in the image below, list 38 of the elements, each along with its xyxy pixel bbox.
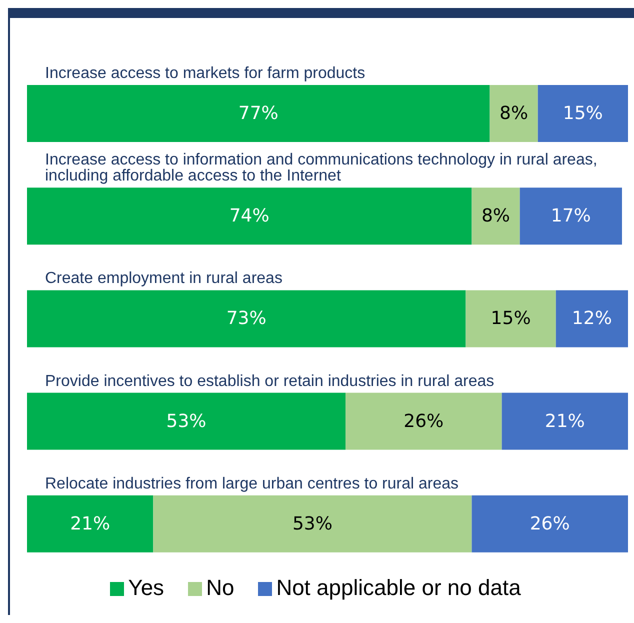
bar: [27, 188, 472, 245]
data-label: 73%: [226, 308, 266, 330]
data-label: 21%: [70, 513, 110, 534]
bar: [153, 495, 472, 552]
data-label: 15%: [490, 308, 531, 330]
data-label: 21%: [544, 410, 585, 432]
data-label: 53%: [166, 410, 206, 432]
bar: [538, 85, 628, 142]
y-tick-label: Provide incentives to establish or retain industries in rural areas: [45, 372, 494, 390]
y-tick-label: Create employment in rural areas: [45, 270, 282, 288]
legend-label: No: [206, 575, 234, 600]
bar: [490, 85, 538, 142]
legend-label: Not applicable or no data: [276, 575, 521, 600]
y-tick-label: Increase access to markets for farm products: [45, 65, 366, 82]
data-label: 77%: [238, 103, 278, 124]
data-label: 26%: [530, 513, 570, 534]
y-tick-label: Increase access to information and communications technology in rural areas, including affordable access to the Internet: [45, 152, 598, 185]
data-label: 74%: [229, 206, 270, 227]
legend-label: Yes: [128, 575, 164, 600]
bar: [472, 188, 520, 245]
bar: [556, 290, 628, 348]
bar: [502, 392, 628, 450]
bar: [27, 495, 154, 552]
data-label: 15%: [562, 103, 603, 124]
data-label: 17%: [550, 206, 591, 227]
bar: [520, 188, 622, 245]
data-label: 12%: [572, 308, 612, 330]
data-label: 8%: [500, 103, 528, 124]
bar: [466, 290, 556, 348]
bar: [27, 392, 346, 450]
data-label: 53%: [292, 513, 332, 534]
data-label: 26%: [404, 410, 444, 432]
bar: [27, 85, 490, 142]
y-tick-label: Relocate industries from large urban centres to rural areas: [45, 475, 459, 492]
bar: [472, 495, 628, 552]
bar: [27, 290, 466, 348]
data-label: 8%: [482, 206, 510, 227]
bar: [346, 392, 502, 450]
